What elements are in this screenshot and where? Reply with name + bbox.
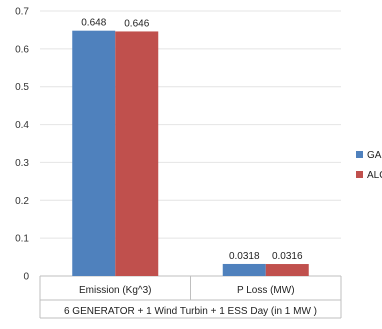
- category-label: P Loss (MW): [237, 285, 295, 296]
- legend: GA ALO: [356, 150, 382, 181]
- bar-alo: [265, 264, 309, 276]
- data-label: 0.0318: [229, 251, 260, 262]
- legend-label: GA: [367, 150, 382, 161]
- y-tick-label: 0.7: [15, 7, 29, 18]
- category-axis: Emission (Kg^3) P Loss (MW) 6 GENERATOR + …: [39, 276, 342, 319]
- y-tick-label: 0.6: [15, 44, 29, 55]
- bar-alo: [115, 31, 159, 277]
- y-axis-ticks: 0 0.1 0.2 0.3 0.4 0.5 0.6 0.7: [15, 7, 29, 283]
- y-tick-label: 0.2: [15, 196, 29, 207]
- bar-ga: [72, 30, 116, 276]
- y-tick-label: 0.4: [15, 120, 29, 131]
- y-tick-label: 0.3: [15, 158, 29, 169]
- y-tick-label: 0.5: [15, 82, 29, 93]
- category-label: Emission (Kg^3): [79, 285, 152, 296]
- data-label: 0.648: [81, 18, 106, 29]
- y-tick-label: 0: [23, 272, 29, 283]
- legend-label: ALO: [367, 170, 382, 181]
- group-label: 6 GENERATOR + 1 Wind Turbin + 1 ESS Day …: [64, 306, 317, 317]
- data-label: 0.0316: [272, 251, 303, 262]
- y-tick-label: 0.1: [15, 234, 29, 245]
- bars: [72, 30, 309, 277]
- bar-ga: [222, 263, 266, 276]
- data-labels: 0.648 0.646 0.0318 0.0316: [81, 18, 303, 262]
- legend-swatch: [356, 171, 363, 178]
- data-label: 0.646: [124, 18, 149, 29]
- legend-swatch: [356, 151, 363, 158]
